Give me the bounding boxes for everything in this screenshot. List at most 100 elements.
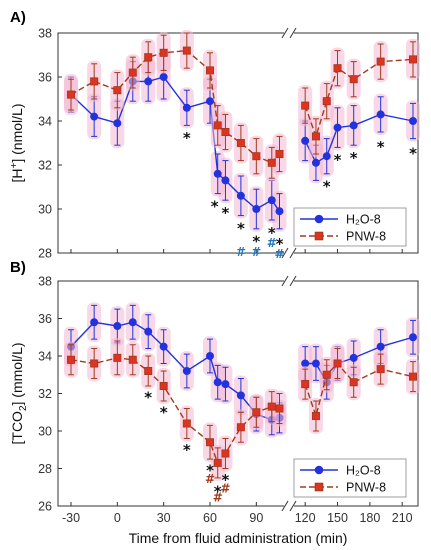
data-point xyxy=(275,207,284,216)
data-point xyxy=(113,353,122,362)
data-point xyxy=(349,75,358,84)
data-point xyxy=(236,391,245,400)
x-tick-label: 90 xyxy=(249,511,263,525)
y-axis-label-subscript: 2 xyxy=(18,405,29,411)
significance-star: * xyxy=(206,462,214,480)
x-tick-label: 120 xyxy=(295,511,316,525)
data-point xyxy=(221,127,230,136)
legend: H₂O-8 PNW-8 xyxy=(293,458,407,498)
data-point xyxy=(213,121,222,130)
data-point xyxy=(301,136,310,145)
y-axis-label: [TCO2] (mmol/L) xyxy=(9,342,29,444)
data-point xyxy=(408,333,417,342)
x-tick-label: -30 xyxy=(62,511,80,525)
legend-marker xyxy=(314,482,324,492)
data-point xyxy=(311,158,320,167)
significance-hash: # xyxy=(236,245,246,259)
y-axis-label-part: ] (nmol/L) xyxy=(9,104,25,163)
data-point xyxy=(182,46,191,55)
significance-star: * xyxy=(214,482,222,500)
significance-star: * xyxy=(183,441,191,459)
significance-star: * xyxy=(211,197,219,215)
x-tick-label: 30 xyxy=(157,511,171,525)
data-point xyxy=(301,359,310,368)
y-tick-label: 38 xyxy=(38,27,52,41)
data-point xyxy=(301,101,310,110)
legend-label: PNW-8 xyxy=(346,481,386,495)
axis-break-mark xyxy=(281,27,289,39)
axis-break-mark xyxy=(281,247,289,259)
data-point xyxy=(376,342,385,351)
data-point xyxy=(349,353,358,362)
significance-hash: # xyxy=(213,491,223,505)
significance-star: * xyxy=(252,233,260,251)
data-point xyxy=(275,149,284,158)
panel-label: A) xyxy=(10,9,26,26)
y-tick-label: 30 xyxy=(38,425,52,439)
y-tick-label: 32 xyxy=(38,387,52,401)
data-point xyxy=(128,68,137,77)
data-point xyxy=(221,380,230,389)
data-point xyxy=(221,449,230,458)
panel-b: B) 26 28 30 32 34 36 38 [TCO2] (mmol/L) -30 0 30 60 9… xyxy=(9,259,420,525)
legend-box xyxy=(293,458,407,498)
significance-star: * xyxy=(183,129,191,147)
x-tick-label: 150 xyxy=(327,511,348,525)
significance-hash: # xyxy=(274,247,284,261)
data-point xyxy=(205,351,214,360)
data-point xyxy=(252,408,261,417)
significance-star: * xyxy=(334,151,342,169)
y-tick-label: 28 xyxy=(38,247,52,261)
data-point xyxy=(213,458,222,467)
data-point xyxy=(252,152,261,161)
data-point xyxy=(408,372,417,381)
x-tick-label: 210 xyxy=(392,511,413,525)
data-point xyxy=(267,402,276,411)
data-point xyxy=(90,359,99,368)
legend-marker xyxy=(314,214,324,224)
y-axis-label-part: ] (mmol/L) xyxy=(9,342,25,405)
data-point xyxy=(128,355,137,364)
axis-break-gap xyxy=(284,503,294,509)
data-point xyxy=(113,321,122,330)
y-tick-label: 32 xyxy=(38,159,52,173)
data-point xyxy=(322,97,331,106)
data-point xyxy=(90,112,99,121)
y-tick-label: 34 xyxy=(38,115,52,129)
y-tick-label: 28 xyxy=(38,462,52,476)
y-axis-label-part: [TCO xyxy=(9,411,25,445)
significance-star: * xyxy=(160,404,168,422)
data-point xyxy=(128,318,137,327)
data-point xyxy=(67,90,76,99)
y-tick-label: 26 xyxy=(38,500,52,514)
y-tick-label: 36 xyxy=(38,312,52,326)
data-point xyxy=(275,404,284,413)
data-point xyxy=(213,378,222,387)
data-point xyxy=(333,123,342,132)
data-point xyxy=(213,169,222,178)
data-point xyxy=(182,103,191,112)
data-point xyxy=(205,97,214,106)
axis-break-mark xyxy=(289,27,297,39)
data-point xyxy=(236,191,245,200)
data-point xyxy=(67,355,76,364)
series-line xyxy=(70,357,280,465)
significance-star: * xyxy=(377,138,385,156)
y-axis-label: [H+] (nmol/L) xyxy=(9,104,25,183)
axis-break-mark xyxy=(289,275,297,287)
x-axis-label: Time from fluid administration (min) xyxy=(129,530,348,546)
data-point xyxy=(182,419,191,428)
axis-break-gap xyxy=(284,30,294,36)
legend-label: H₂O-8 xyxy=(346,213,381,227)
legend-label: PNW-8 xyxy=(346,230,386,244)
data-point xyxy=(333,64,342,73)
y-tick-label: 34 xyxy=(38,350,52,364)
axis-break-gap xyxy=(284,278,294,284)
significance-star: * xyxy=(237,219,245,237)
y-axis-label-superscript: + xyxy=(9,162,20,168)
data-point xyxy=(376,365,385,374)
data-point xyxy=(267,158,276,167)
y-tick-label: 30 xyxy=(38,203,52,217)
data-point xyxy=(90,77,99,86)
